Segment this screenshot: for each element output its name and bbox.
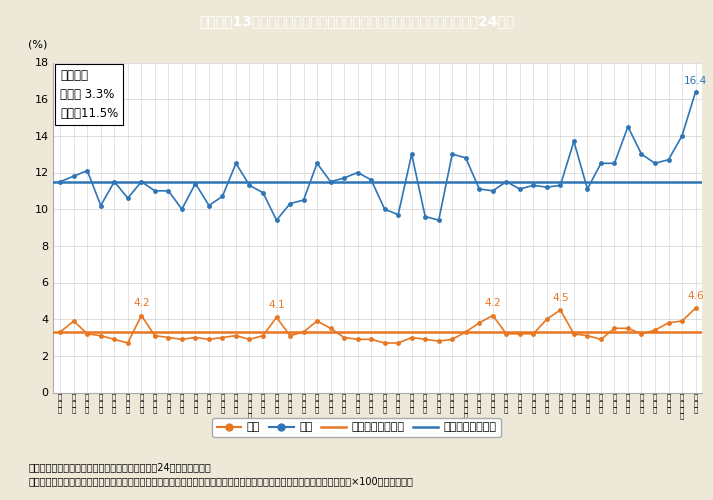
Text: 全国平均
女性　 3.3%
男性　11.5%: 全国平均 女性 3.3% 男性 11.5% <box>60 69 118 120</box>
Text: 4.5: 4.5 <box>552 292 569 302</box>
Text: 4.1: 4.1 <box>268 300 284 310</box>
Text: 4.6: 4.6 <box>687 291 704 301</box>
Legend: 女性, 男性, 全国平均（女性）, 全国平均（男性）: 女性, 男性, 全国平均（女性）, 全国平均（男性） <box>212 418 501 437</box>
Text: 4.2: 4.2 <box>133 298 150 308</box>
Text: ２．起業者の割合は，（「自営業主」のうち「起業者」＋「会社などの役員」のうち「起業者」）／「有業者数」×100により算出。: ２．起業者の割合は，（「自営業主」のうち「起業者」＋「会社などの役員」のうち「起… <box>29 476 414 486</box>
Text: 4.2: 4.2 <box>484 298 501 308</box>
Text: (%): (%) <box>28 40 47 50</box>
Text: Ｉ－特－13図　都道府県別有業者に占める起業者の割合（男女別，平成24年）: Ｉ－特－13図 都道府県別有業者に占める起業者の割合（男女別，平成24年） <box>199 14 514 28</box>
Text: 16.4: 16.4 <box>684 76 707 86</box>
Text: （備考）１．総務省「就業構造基本調査」（平成24年）より作成。: （備考）１．総務省「就業構造基本調査」（平成24年）より作成。 <box>29 462 211 472</box>
